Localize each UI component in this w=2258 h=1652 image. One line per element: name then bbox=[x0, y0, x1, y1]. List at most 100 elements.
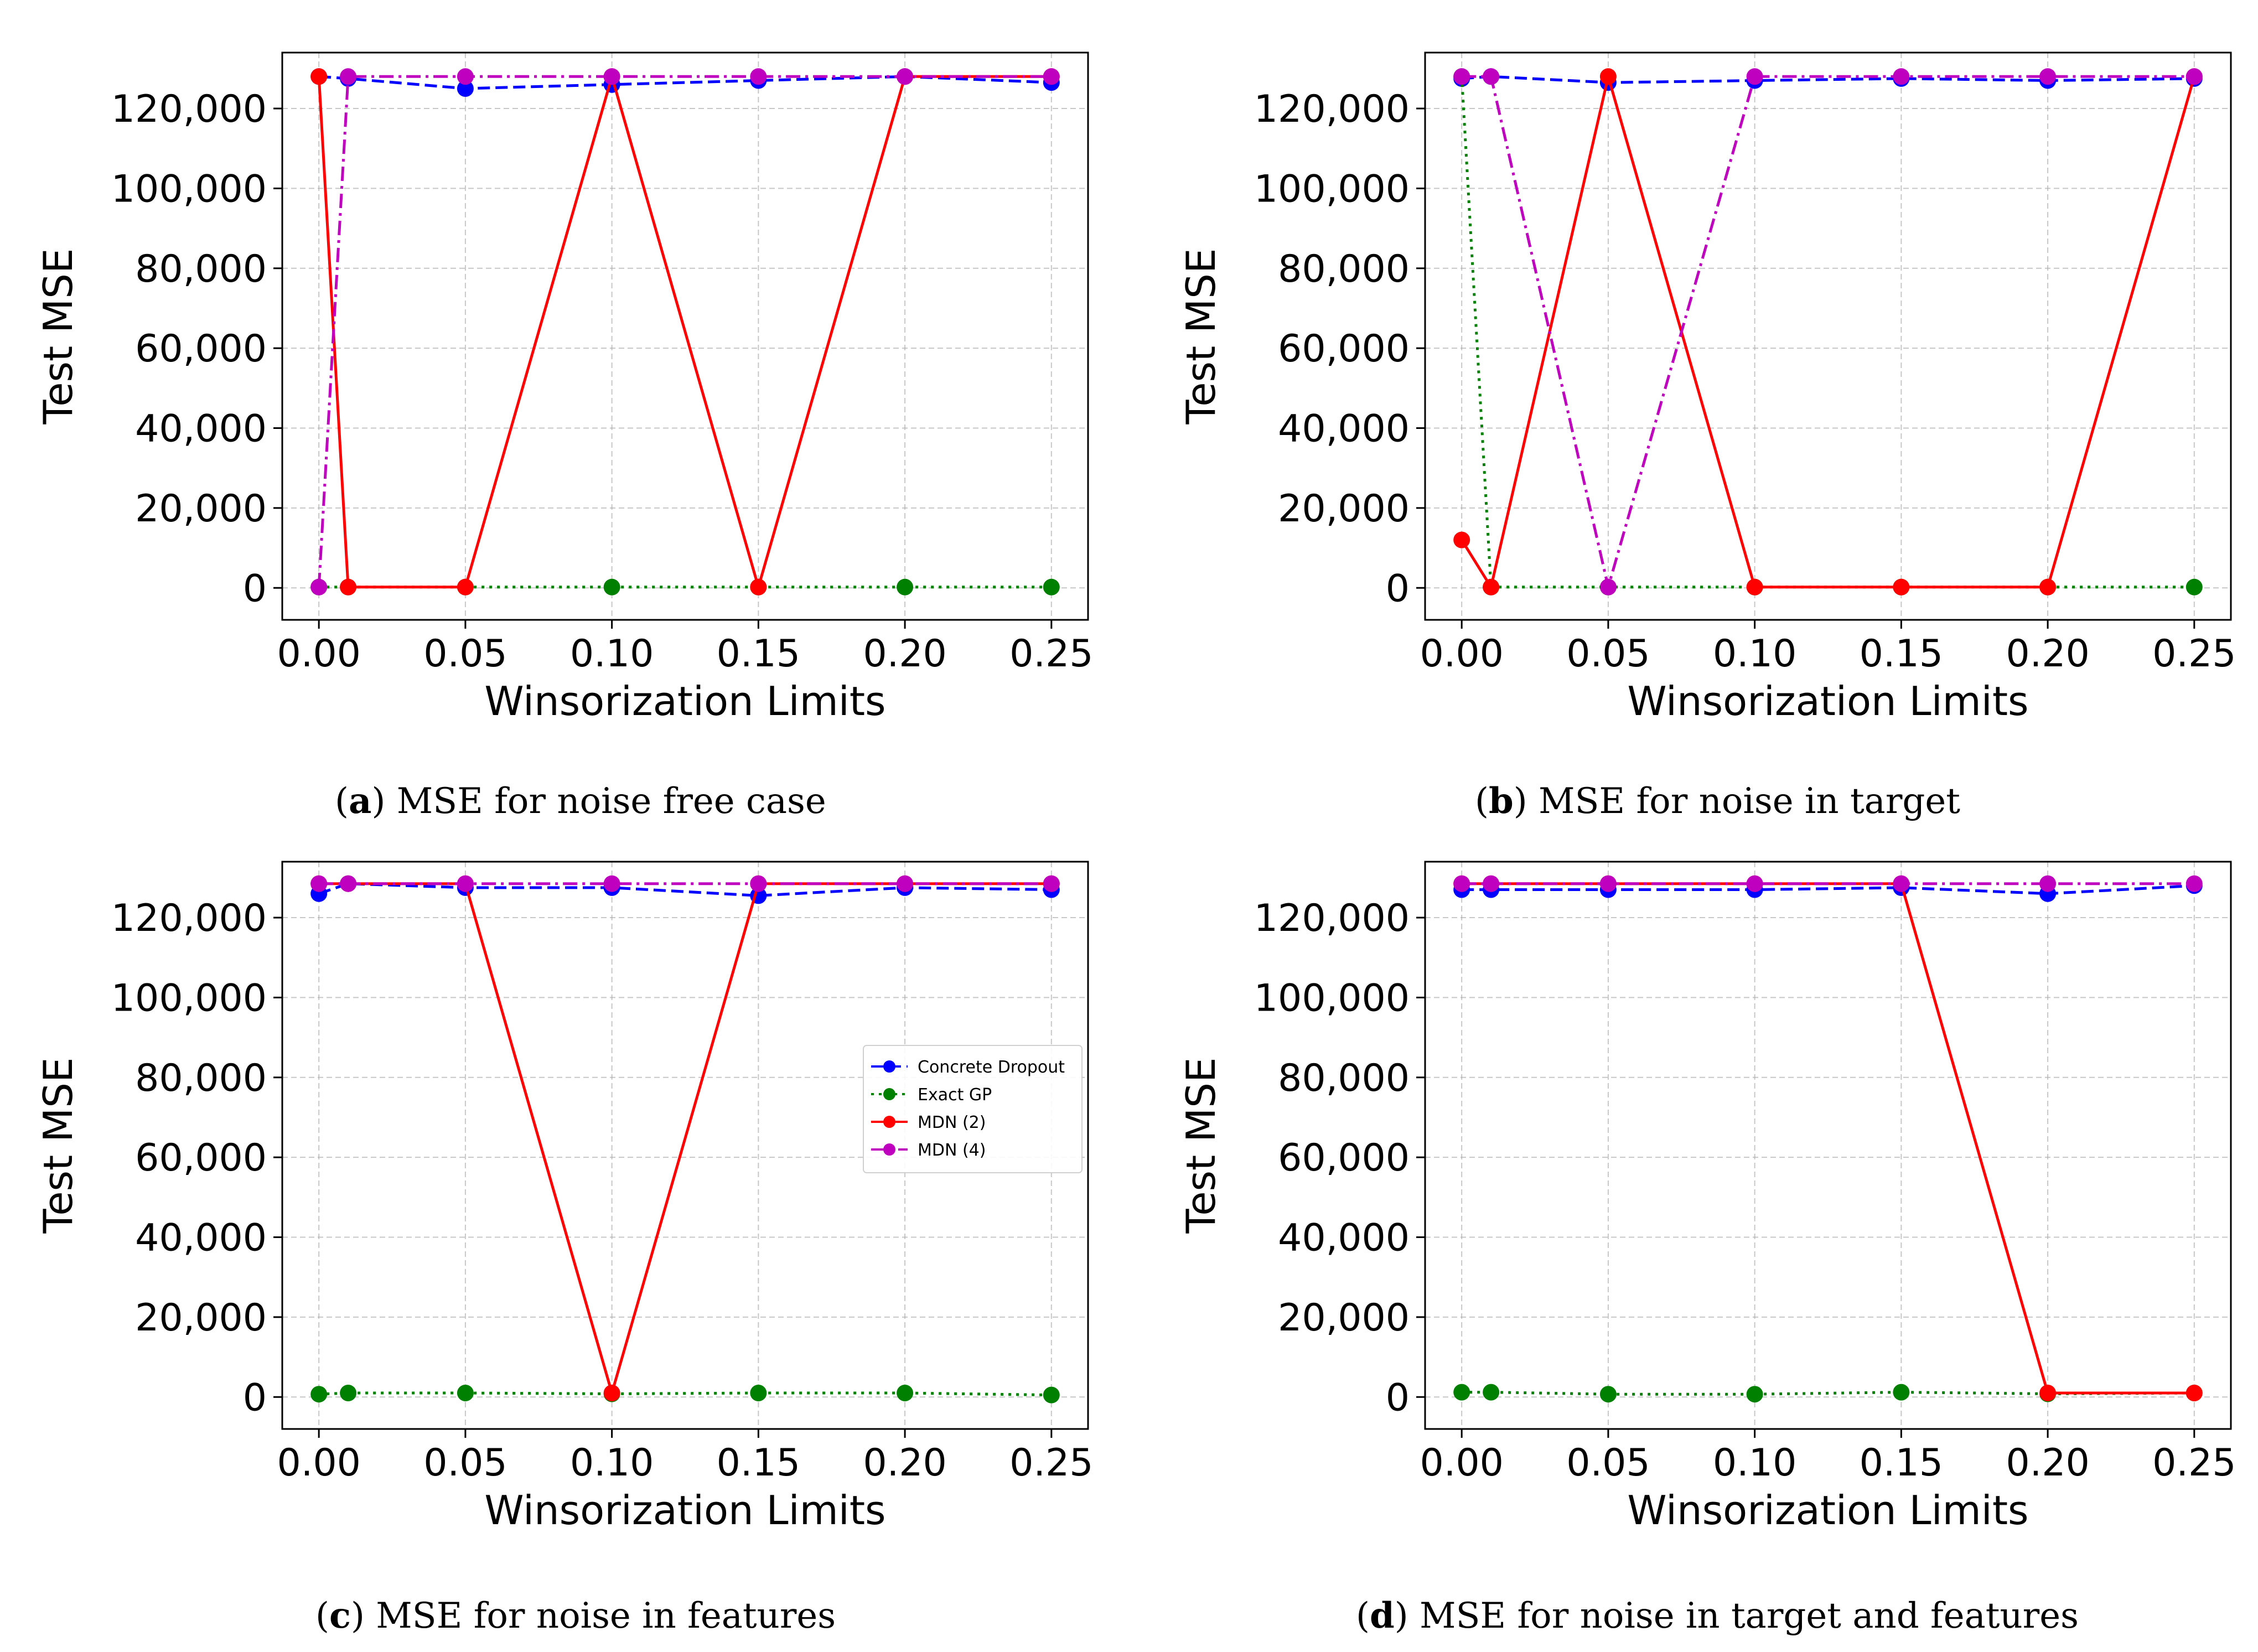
y-tick-label-b-1: 20,000 bbox=[1278, 487, 1410, 531]
point-d-1-3 bbox=[1746, 1386, 1763, 1403]
y-tick-label-d-3: 60,000 bbox=[1278, 1136, 1410, 1180]
point-b-1-6 bbox=[2186, 578, 2203, 595]
point-b-3-5 bbox=[2039, 68, 2057, 85]
point-b-2-1 bbox=[1483, 578, 1500, 595]
x-tick-label-d-4: 0.20 bbox=[2006, 1441, 2089, 1485]
point-d-3-1 bbox=[1483, 875, 1500, 892]
point-c-3-5 bbox=[897, 875, 914, 892]
point-c-1-4 bbox=[750, 1385, 767, 1402]
x-tick-label-b-0: 0.00 bbox=[1420, 632, 1503, 676]
y-axis-label-d: Test MSE bbox=[1178, 1058, 1224, 1234]
caption-letter-a: a bbox=[348, 780, 372, 822]
x-tick-label-c-1: 0.05 bbox=[423, 1441, 507, 1485]
point-c-3-6 bbox=[1043, 875, 1060, 892]
point-a-3-0 bbox=[310, 578, 328, 595]
point-c-3-1 bbox=[340, 875, 357, 892]
axes-frame-d bbox=[1424, 861, 2232, 1430]
point-b-2-4 bbox=[1893, 578, 1910, 595]
point-d-1-1 bbox=[1483, 1384, 1500, 1401]
x-tick-label-d-5: 0.25 bbox=[2152, 1441, 2236, 1485]
point-b-2-3 bbox=[1746, 578, 1763, 595]
caption-letter-d: d bbox=[1369, 1595, 1395, 1637]
y-tick-label-c-3: 60,000 bbox=[135, 1136, 267, 1180]
legend-marker-c-1 bbox=[883, 1088, 895, 1101]
y-tick-label-c-2: 40,000 bbox=[135, 1216, 267, 1260]
chart-a: 0.00 0.05 0.10 0.15 0.20 0.25 0 20,000 40,000 60,… bbox=[35, 51, 1094, 724]
point-d-1-0 bbox=[1453, 1384, 1470, 1401]
x-tick-label-b-5: 0.25 bbox=[2152, 632, 2236, 676]
point-c-3-3 bbox=[603, 875, 620, 892]
point-b-3-1 bbox=[1483, 68, 1500, 85]
point-b-3-4 bbox=[1893, 68, 1910, 85]
x-tick-label-b-1: 0.05 bbox=[1566, 632, 1650, 676]
caption-text-c: MSE for noise in features bbox=[376, 1596, 836, 1637]
point-a-1-6 bbox=[1043, 578, 1060, 595]
y-tick-label-a-0: 0 bbox=[243, 567, 267, 610]
y-tick-label-b-3: 60,000 bbox=[1278, 327, 1410, 371]
x-axis-label-d: Winsorization Limits bbox=[1627, 1487, 2028, 1534]
point-c-3-0 bbox=[310, 875, 328, 892]
caption-text-b: MSE for noise in target bbox=[1539, 781, 1960, 822]
legend-label-c-0: Concrete Dropout bbox=[918, 1058, 1065, 1077]
y-tick-label-c-6: 120,000 bbox=[111, 897, 267, 940]
point-d-1-2 bbox=[1599, 1386, 1617, 1403]
point-d-3-6 bbox=[2186, 875, 2203, 892]
x-tick-label-d-0: 0.00 bbox=[1420, 1441, 1503, 1485]
caption-b: (b) MSE for noise in target bbox=[1475, 780, 1960, 822]
x-tick-label-b-3: 0.15 bbox=[1860, 632, 1943, 676]
y-tick-label-c-4: 80,000 bbox=[135, 1057, 267, 1100]
chart-d: 0.00 0.05 0.10 0.15 0.20 0.25 0 20,000 40,000 60,… bbox=[1178, 861, 2236, 1534]
caption-d: (d) MSE for noise in target and features bbox=[1356, 1595, 2079, 1637]
point-c-2-3 bbox=[603, 1385, 620, 1402]
point-d-1-4 bbox=[1893, 1384, 1910, 1401]
point-d-3-3 bbox=[1746, 875, 1763, 892]
x-tick-label-b-4: 0.20 bbox=[2006, 632, 2089, 676]
point-d-3-5 bbox=[2039, 875, 2057, 892]
x-tick-label-c-3: 0.15 bbox=[717, 1441, 800, 1485]
y-tick-label-b-6: 120,000 bbox=[1254, 87, 1410, 131]
point-d-3-4 bbox=[1893, 875, 1910, 892]
y-tick-label-d-0: 0 bbox=[1386, 1376, 1410, 1420]
x-axis-label-a: Winsorization Limits bbox=[484, 678, 885, 719]
y-tick-label-d-4: 80,000 bbox=[1278, 1057, 1410, 1100]
point-a-2-2 bbox=[457, 578, 474, 595]
x-tick-label-c-5: 0.25 bbox=[1009, 1441, 1093, 1485]
caption-letter-c: c bbox=[329, 1595, 351, 1637]
x-tick-label-a-4: 0.20 bbox=[863, 632, 946, 676]
y-axis-label-a: Test MSE bbox=[35, 248, 81, 425]
point-c-1-6 bbox=[1043, 1386, 1060, 1404]
axes-frame-a bbox=[281, 51, 1089, 621]
panel-d: 0.00 0.05 0.10 0.15 0.20 0.25 0 20,000 40,000 60,… bbox=[1143, 826, 2258, 1652]
point-b-2-5 bbox=[2039, 578, 2057, 595]
y-tick-label-b-0: 0 bbox=[1386, 567, 1410, 610]
point-c-1-2 bbox=[457, 1385, 474, 1402]
y-tick-label-c-1: 20,000 bbox=[135, 1296, 267, 1340]
y-tick-label-b-5: 100,000 bbox=[1254, 167, 1410, 211]
y-tick-label-a-5: 100,000 bbox=[111, 167, 267, 211]
x-tick-label-a-1: 0.05 bbox=[423, 632, 507, 676]
point-d-2-6 bbox=[2186, 1385, 2203, 1402]
point-b-2-2 bbox=[1599, 68, 1617, 85]
point-a-3-5 bbox=[897, 68, 914, 85]
x-tick-label-a-5: 0.25 bbox=[1009, 632, 1093, 676]
point-c-3-2 bbox=[457, 875, 474, 892]
chart-b: 0.00 0.05 0.10 0.15 0.20 0.25 0 20,000 40,000 60,… bbox=[1178, 51, 2236, 724]
y-tick-label-b-2: 40,000 bbox=[1278, 407, 1410, 451]
axes-frame-c bbox=[281, 861, 1089, 1430]
caption-text-a: MSE for noise free case bbox=[396, 781, 826, 822]
y-tick-label-d-6: 120,000 bbox=[1254, 897, 1410, 940]
y-tick-label-a-3: 60,000 bbox=[135, 327, 267, 371]
point-a-1-5 bbox=[897, 578, 914, 595]
x-tick-label-c-0: 0.00 bbox=[277, 1441, 360, 1485]
plot-area-d bbox=[1425, 862, 2231, 1429]
point-b-3-0 bbox=[1453, 68, 1470, 85]
x-axis-label-c: Winsorization Limits bbox=[484, 1487, 885, 1534]
x-tick-label-d-3: 0.15 bbox=[1860, 1441, 1943, 1485]
panel-a: 0.00 0.05 0.10 0.15 0.20 0.25 0 20,000 40,000 60,… bbox=[0, 0, 1129, 826]
legend-marker-c-2 bbox=[883, 1116, 895, 1128]
x-axis-label-b: Winsorization Limits bbox=[1627, 678, 2028, 719]
caption-letter-b: b bbox=[1488, 780, 1514, 822]
plot-area-b bbox=[1425, 53, 2231, 620]
legend-label-c-3: MDN (4) bbox=[918, 1141, 986, 1160]
